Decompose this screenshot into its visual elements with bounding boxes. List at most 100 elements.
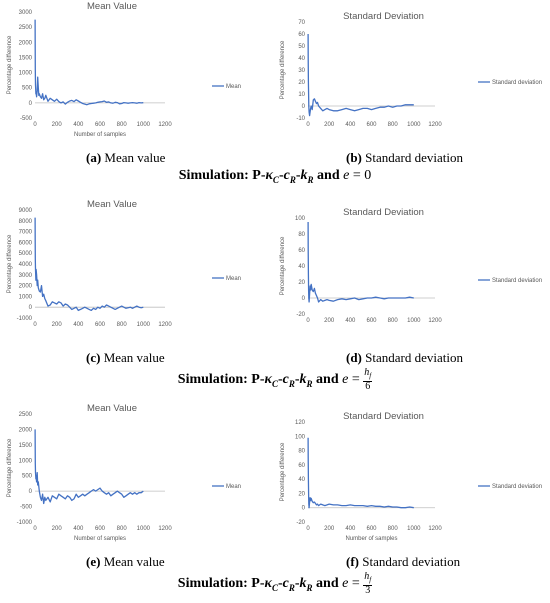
series-line <box>34 19 144 106</box>
y-tick-label: 8000 <box>19 219 33 225</box>
chart-c: Mean Value -1000 0 1000 2000 3000 4000 5000 6000… <box>0 196 275 344</box>
y-tick-label: -1000 <box>17 520 33 526</box>
x-tick-label: 800 <box>117 122 128 128</box>
y-axis-label: Percentage difference <box>7 438 13 497</box>
y-tick-label: 70 <box>298 20 305 26</box>
chart-title: Mean Value <box>87 1 137 12</box>
caption-d-text: Standard deviation <box>365 350 463 365</box>
y-tick-label: 0 <box>29 489 33 495</box>
y-tick-label: 2000 <box>19 284 33 290</box>
caption-e-letter: (e) <box>86 554 101 569</box>
caption-c: (c) Mean value <box>86 350 165 366</box>
y-tick-label: 1000 <box>19 294 33 300</box>
y-axis-label: Percentage difference <box>280 442 286 501</box>
y-tick-label: 10 <box>298 92 305 98</box>
x-tick-label: 200 <box>52 322 63 328</box>
chart-f: Standard Deviation -20 0 20 40 60 80 100 120 0 200… <box>280 400 550 548</box>
y-tick-label: 80 <box>298 232 305 238</box>
x-tick-label: 0 <box>33 122 37 128</box>
y-tick-label: -20 <box>296 312 305 318</box>
caption-b-text: Standard deviation <box>365 150 463 165</box>
chart-c-svg: Mean Value-10000100020003000400050006000… <box>7 199 241 328</box>
y-tick-label: 1500 <box>19 55 33 61</box>
x-tick-label: 600 <box>95 122 106 128</box>
caption-d: (d) Standard deviation <box>346 350 463 366</box>
y-tick-label: 2000 <box>19 40 33 46</box>
y-tick-label: 2500 <box>19 412 33 418</box>
series-line <box>307 221 414 303</box>
y-tick-label: 20 <box>298 80 305 86</box>
simulation-label-3: Simulation: <box>177 576 248 592</box>
caption-f-text: Standard deviation <box>362 554 461 569</box>
caption-a-text: Mean value <box>104 150 166 165</box>
series-line <box>34 429 144 505</box>
y-tick-label: 60 <box>298 463 305 469</box>
x-tick-label: 1000 <box>137 526 151 532</box>
y-tick-label: 40 <box>298 56 305 62</box>
x-tick-label: 400 <box>73 322 84 328</box>
y-tick-label: -1000 <box>17 316 33 322</box>
y-tick-label: 40 <box>298 477 305 483</box>
fraction-hf-3: hf 3 <box>363 571 373 596</box>
y-tick-label: 100 <box>295 434 306 440</box>
x-axis-label: Number of samples <box>74 536 126 542</box>
y-tick-label: 0 <box>29 101 33 107</box>
y-tick-label: 5000 <box>19 251 33 257</box>
y-axis-label: Percentage difference <box>7 234 13 293</box>
caption-f: (f) Standard deviation <box>346 554 460 570</box>
simulation-and-3: and <box>316 576 339 592</box>
fraction-hf-6: hf 6 <box>363 367 373 392</box>
x-tick-label: 400 <box>345 122 356 128</box>
series-line <box>307 437 414 509</box>
x-tick-label: 0 <box>306 526 310 532</box>
simulation-line-2: Simulation: P-κC-cR-kR and e = hf 6 <box>177 367 373 392</box>
simulation-and-1: and <box>317 168 340 183</box>
legend-label: Standard deviation <box>492 484 542 490</box>
y-tick-label: 7000 <box>19 230 33 236</box>
y-axis-label: Percentage difference <box>280 40 286 99</box>
x-tick-label: 1000 <box>137 122 151 128</box>
x-tick-label: 400 <box>345 526 356 532</box>
y-axis-label: Percentage difference <box>7 35 13 94</box>
y-tick-label: 0 <box>29 305 33 311</box>
y-tick-label: 0 <box>302 506 306 512</box>
y-tick-label: -10 <box>296 116 305 122</box>
x-tick-label: 1200 <box>428 122 442 128</box>
x-tick-label: 600 <box>95 526 106 532</box>
x-tick-label: 800 <box>388 122 399 128</box>
y-tick-label: -20 <box>296 520 305 526</box>
x-tick-label: 400 <box>73 122 84 128</box>
y-tick-label: 3000 <box>19 10 33 16</box>
caption-b-letter: (b) <box>346 150 362 165</box>
caption-b: (b) Standard deviation <box>346 150 463 166</box>
simulation-line-1: Simulation: P-κC-cR-kR and e = 0 <box>178 168 372 185</box>
y-tick-label: 3000 <box>19 273 33 279</box>
y-tick-label: 40 <box>298 264 305 270</box>
x-tick-label: 600 <box>95 322 106 328</box>
chart-d: Standard Deviation -20 0 20 40 60 80 100 0 200 400… <box>280 196 550 344</box>
caption-e-text: Mean value <box>103 554 165 569</box>
chart-a: Mean Value -500 0 500 1000 1500 2000 2500 3000 0 2… <box>0 0 275 145</box>
chart-e-svg: Mean Value -1000 -500 0 500 1000 1500 2000 2500 0… <box>7 403 241 542</box>
y-tick-label: 2000 <box>19 427 33 433</box>
simulation-label-1: Simulation: <box>178 168 249 183</box>
x-tick-label: 0 <box>33 322 37 328</box>
x-tick-label: 1200 <box>428 318 442 324</box>
legend-label: Standard deviation <box>492 80 542 86</box>
y-tick-label: 120 <box>295 420 306 426</box>
simulation-label-2: Simulation: <box>177 372 248 388</box>
y-tick-label: 1000 <box>19 71 33 77</box>
series-line <box>307 33 414 117</box>
y-tick-label: 30 <box>298 68 305 74</box>
chart-title: Standard Deviation <box>343 411 424 422</box>
series-line <box>34 217 144 312</box>
x-tick-label: 1200 <box>158 322 172 328</box>
y-axis-label: Percentage difference <box>280 236 286 295</box>
y-tick-label: 6000 <box>19 240 33 246</box>
legend-label: Mean <box>226 276 241 282</box>
chart-b: Standard Deviation -10 0 10 20 30 40 50 60 70 0 200… <box>280 0 550 145</box>
